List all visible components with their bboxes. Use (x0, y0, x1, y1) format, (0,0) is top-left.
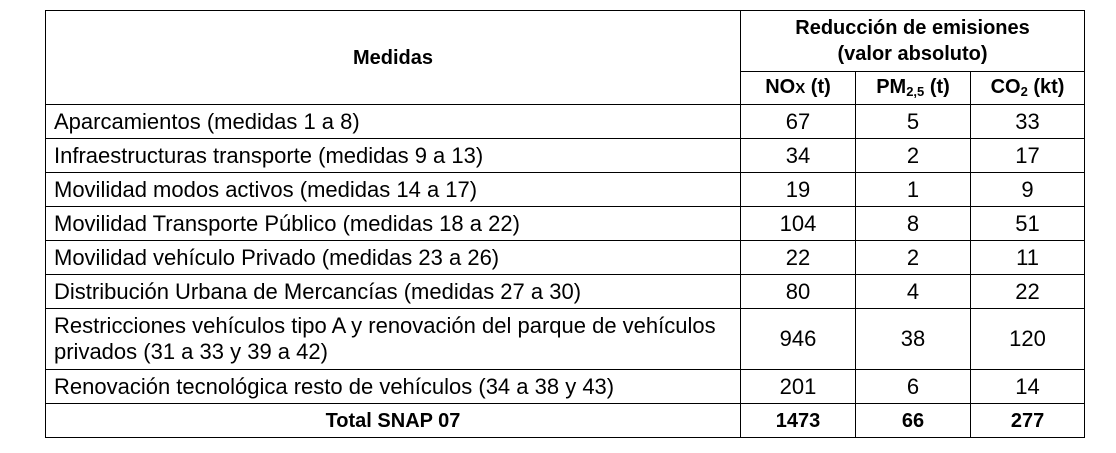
pm25-value: 1 (855, 172, 971, 207)
co2-value: 9 (969, 172, 1086, 207)
pm25-value: 38 (855, 308, 971, 370)
nox-value: 201 (740, 369, 856, 404)
co2-value: 11 (969, 240, 1086, 275)
co2-value: 33 (969, 104, 1086, 139)
total-pm25: 66 (855, 403, 971, 438)
table-row: Distribución Urbana de Mercancías (medid… (45, 274, 1086, 309)
co2-value: 51 (969, 206, 1086, 241)
nox-value: 34 (740, 138, 856, 173)
pm25-value: 8 (855, 206, 971, 241)
total-label: Total SNAP 07 (45, 403, 741, 438)
table-row: Aparcamientos (medidas 1 a 8) 67 5 33 (45, 104, 1086, 139)
row-label: Movilidad vehículo Privado (medidas 23 a… (45, 240, 741, 275)
nox-value: 67 (740, 104, 856, 139)
table-row: Restricciones vehículos tipo A y renovac… (45, 308, 1086, 370)
header-co2: CO2 (kt) (969, 71, 1086, 105)
header-emission-reduction: Reducción de emisiones (valor absoluto) (739, 10, 1086, 72)
table-row: Infraestructuras transporte (medidas 9 a… (45, 138, 1086, 173)
header-pm25: PM2,5 (t) (855, 71, 971, 105)
co2-value: 14 (969, 369, 1086, 404)
table-row: Movilidad modos activos (medidas 14 a 17… (45, 172, 1086, 207)
row-label: Renovación tecnológica resto de vehículo… (45, 369, 741, 404)
table-row: Movilidad vehículo Privado (medidas 23 a… (45, 240, 1086, 275)
table-row: Movilidad Transporte Público (medidas 18… (45, 206, 1086, 241)
row-label: Restricciones vehículos tipo A y renovac… (45, 308, 741, 370)
nox-value: 946 (740, 308, 856, 370)
co2-value: 17 (969, 138, 1086, 173)
table-row: Renovación tecnológica resto de vehículo… (45, 369, 1086, 404)
row-label: Aparcamientos (medidas 1 a 8) (45, 104, 741, 139)
nox-value: 104 (740, 206, 856, 241)
header-nox: NOX (t) (740, 71, 856, 105)
total-nox: 1473 (740, 403, 856, 438)
nox-value: 80 (740, 274, 856, 309)
total-co2: 277 (969, 403, 1086, 438)
pm25-value: 4 (855, 274, 971, 309)
row-label: Movilidad Transporte Público (medidas 18… (45, 206, 741, 241)
nox-value: 19 (740, 172, 856, 207)
pm25-value: 5 (855, 104, 971, 139)
pm25-value: 6 (855, 369, 971, 404)
nox-value: 22 (740, 240, 856, 275)
row-label: Distribución Urbana de Mercancías (medid… (45, 274, 741, 309)
header-measures: Medidas (45, 10, 741, 105)
total-row: Total SNAP 07 1473 66 277 (45, 403, 1086, 438)
header-group-line1: Reducción de emisiones (795, 17, 1030, 39)
pm25-value: 2 (855, 138, 971, 173)
row-label: Movilidad modos activos (medidas 14 a 17… (45, 172, 741, 207)
pm25-value: 2 (855, 240, 971, 275)
emissions-reduction-table: Medidas Reducción de emisiones (valor ab… (45, 10, 1086, 438)
header-group-line2: (valor absoluto) (837, 43, 988, 65)
row-label: Infraestructuras transporte (medidas 9 a… (45, 138, 741, 173)
co2-value: 120 (969, 308, 1086, 370)
co2-value: 22 (969, 274, 1086, 309)
